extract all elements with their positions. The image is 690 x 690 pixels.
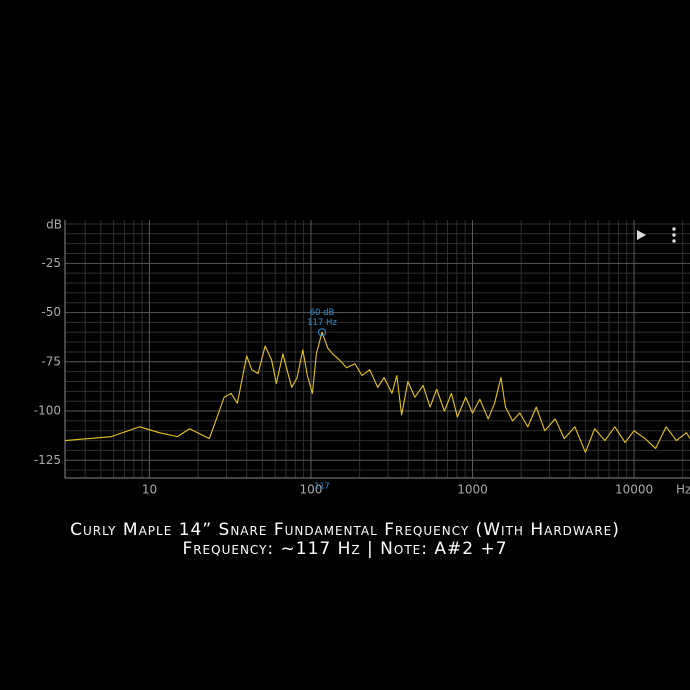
y-tick-label: -50 [41, 305, 61, 319]
chart-title: Curly Maple 14” Snare Fundamental Freque… [70, 520, 620, 540]
x-tick-label: 10 [142, 483, 157, 497]
x-tick-label: 10000 [615, 483, 653, 497]
y-axis-label: dB [46, 218, 62, 232]
y-tick-label: -75 [41, 354, 61, 368]
x-tick-label: 1000 [457, 483, 488, 497]
x-tick-label: 100 [300, 483, 323, 497]
chart-subtitle: Frequency: ~117 Hz | Note: A#2 +7 [182, 539, 507, 559]
y-tick-label: -25 [41, 256, 61, 270]
y-tick-label: -100 [34, 404, 61, 418]
grid [65, 220, 690, 478]
peak-marker [318, 328, 327, 337]
menu-button[interactable] [672, 227, 676, 243]
peak-label: 117 Hz [307, 318, 337, 328]
peak-axis-label: 117 [314, 482, 329, 491]
y-tick-label: -125 [34, 453, 61, 467]
spectrum-line [64, 331, 690, 453]
x-axis-label: Hz [676, 483, 690, 497]
play-button[interactable] [637, 230, 646, 240]
menu-dot [672, 227, 676, 231]
menu-dot [672, 239, 676, 243]
menu-dot [672, 233, 676, 237]
peak-label: 60 dB [310, 308, 335, 318]
